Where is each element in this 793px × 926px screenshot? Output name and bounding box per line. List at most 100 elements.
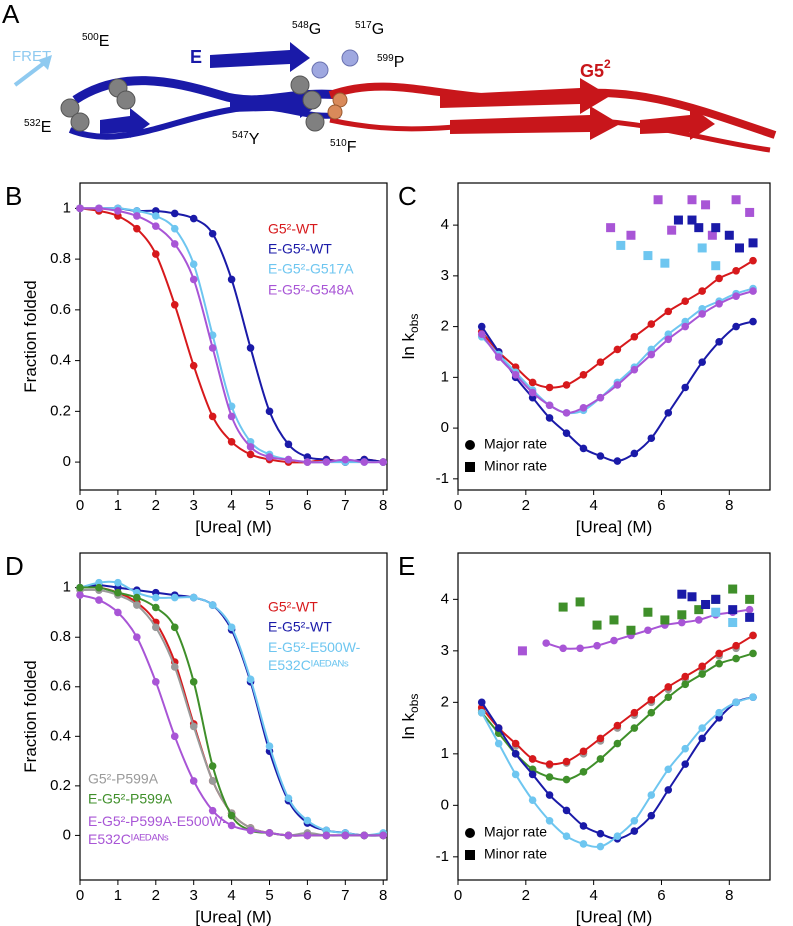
point-marker bbox=[265, 829, 274, 837]
point-marker bbox=[596, 393, 605, 402]
point-marker bbox=[95, 596, 103, 604]
series-line bbox=[480, 259, 754, 389]
y-tick-label: 0.2 bbox=[50, 402, 71, 419]
series-line bbox=[80, 207, 384, 464]
square-marker bbox=[643, 607, 653, 617]
x-tick-label: 1 bbox=[114, 497, 122, 514]
point-marker bbox=[152, 623, 160, 632]
y-tick-label: 4 bbox=[441, 216, 449, 233]
plot-frame bbox=[457, 552, 771, 881]
panel-letter: C bbox=[398, 181, 417, 211]
point-marker bbox=[562, 409, 571, 417]
beta-strand bbox=[640, 106, 715, 140]
point-marker bbox=[189, 275, 198, 284]
point-marker bbox=[246, 443, 255, 451]
point-marker bbox=[152, 678, 160, 686]
point-marker bbox=[95, 583, 103, 592]
square-marker bbox=[687, 195, 697, 205]
point-marker bbox=[189, 678, 198, 686]
x-tick-label: 2 bbox=[522, 887, 530, 904]
y-axis-label-main: ln k bbox=[399, 332, 418, 359]
point-marker bbox=[630, 724, 639, 732]
residue-label: 548G bbox=[292, 20, 321, 39]
point-marker bbox=[246, 826, 255, 835]
plot-frame bbox=[79, 182, 388, 491]
point-marker bbox=[579, 371, 588, 379]
square-marker bbox=[592, 620, 602, 630]
x-tick-label: 4 bbox=[227, 887, 235, 904]
legend-entry: E-G5²-P599A-E500W- E532Cᴵᴬᴱᴰᴬᴺˢ bbox=[88, 813, 227, 847]
point-marker bbox=[613, 832, 622, 841]
point-marker bbox=[76, 591, 84, 599]
x-tick-label: 6 bbox=[657, 887, 665, 904]
point-marker bbox=[227, 821, 236, 830]
x-axis-label: [Urea] (M) bbox=[195, 517, 272, 536]
point-marker bbox=[630, 708, 639, 717]
point-marker bbox=[322, 831, 331, 840]
y-tick-label: 0 bbox=[63, 826, 71, 843]
square-marker bbox=[734, 243, 744, 253]
y-tick-label: 0.4 bbox=[50, 352, 71, 369]
x-tick-label: 3 bbox=[190, 497, 198, 514]
square-marker bbox=[626, 625, 636, 635]
point-marker bbox=[596, 829, 605, 838]
square-marker bbox=[711, 607, 721, 617]
point-marker bbox=[732, 698, 740, 707]
point-marker bbox=[208, 229, 217, 238]
point-marker bbox=[303, 816, 312, 825]
point-marker bbox=[189, 777, 198, 785]
point-marker bbox=[732, 292, 740, 300]
square-marker bbox=[660, 615, 670, 625]
residue-label: 510F bbox=[330, 138, 357, 157]
series-line bbox=[80, 207, 384, 464]
point-marker bbox=[664, 765, 673, 774]
point-marker bbox=[114, 207, 122, 215]
legend-entry: Major rate bbox=[484, 824, 547, 840]
point-marker bbox=[494, 353, 503, 361]
point-marker bbox=[208, 344, 217, 352]
point-marker bbox=[477, 322, 486, 331]
point-marker bbox=[596, 358, 605, 366]
square-marker bbox=[707, 230, 717, 240]
point-marker bbox=[596, 755, 605, 763]
square-marker bbox=[748, 238, 758, 248]
x-tick-label: 0 bbox=[454, 497, 462, 514]
point-marker bbox=[208, 762, 217, 770]
point-marker bbox=[681, 760, 690, 768]
point-marker bbox=[715, 299, 723, 308]
legend-entry: Minor rate bbox=[484, 458, 547, 474]
point-marker bbox=[114, 588, 122, 597]
x-tick-label: 6 bbox=[303, 887, 311, 904]
point-marker bbox=[528, 796, 537, 804]
square-marker bbox=[643, 251, 653, 261]
y-axis-label-main: Fraction folded bbox=[21, 660, 40, 772]
beta-strand bbox=[450, 106, 620, 140]
point-marker bbox=[208, 777, 217, 785]
atom bbox=[60, 98, 80, 118]
point-marker bbox=[715, 338, 723, 346]
point-marker bbox=[630, 332, 639, 341]
point-marker bbox=[208, 601, 217, 609]
square-marker bbox=[745, 612, 755, 622]
legend-line: E532Cᴵᴬᴱᴰᴬᴺˢ bbox=[88, 831, 169, 847]
point-marker bbox=[227, 811, 236, 820]
y-axis-label: Fraction folded bbox=[21, 280, 40, 392]
point-marker bbox=[528, 388, 537, 397]
square-marker bbox=[724, 230, 734, 240]
x-axis-label: [Urea] (M) bbox=[576, 517, 653, 536]
y-axis-label-main: Fraction folded bbox=[21, 280, 40, 392]
y-tick-label: -1 bbox=[436, 470, 449, 487]
point-marker bbox=[542, 639, 550, 647]
y-tick-label: 0.8 bbox=[50, 628, 71, 645]
x-tick-label: 0 bbox=[454, 887, 462, 904]
point-marker bbox=[265, 742, 274, 751]
point-marker bbox=[694, 616, 703, 624]
square-marker bbox=[697, 243, 707, 253]
square-marker bbox=[731, 195, 741, 205]
series-line bbox=[79, 207, 384, 464]
point-marker bbox=[664, 409, 673, 417]
structure-panel: A FRET E G52 500E 532E 548G 517G bbox=[2, 0, 777, 157]
point-marker bbox=[246, 450, 255, 459]
point-marker bbox=[647, 350, 656, 359]
point-marker bbox=[545, 414, 554, 422]
